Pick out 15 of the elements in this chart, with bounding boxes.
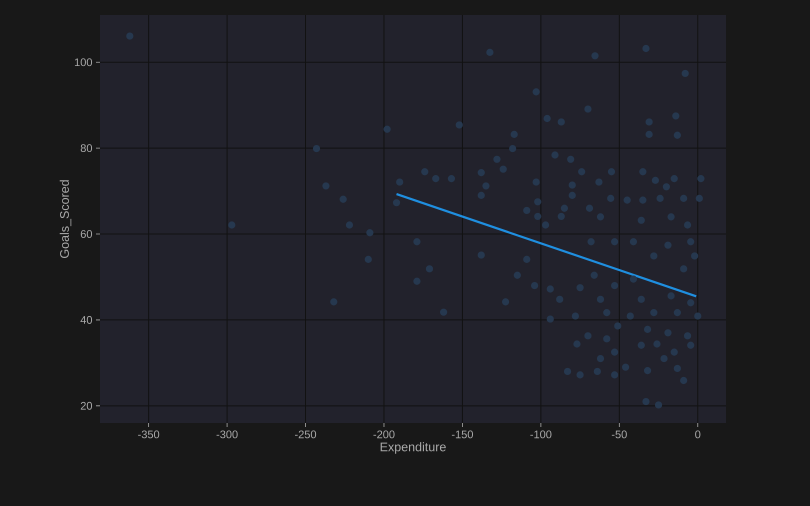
x-axis-title: Expenditure [380,442,446,454]
y-tick-label: 40 [80,316,92,324]
x-tick-label: -150 [452,430,473,438]
y-tick-label: 20 [80,402,92,410]
y-tick-label: 80 [80,144,92,152]
y-tick-label: 100 [74,58,92,66]
x-tick-label: -100 [530,430,552,438]
x-tick-label: -200 [373,430,395,438]
y-axis-title: Goals_Scored [60,180,72,258]
y-tick-label: 60 [80,230,92,238]
x-tick-label: -250 [295,430,316,438]
x-tick-label: -50 [612,430,627,438]
x-tick-label: 0 [695,430,700,438]
x-tick-label: -350 [138,430,160,438]
x-tick-label: -300 [216,430,238,438]
